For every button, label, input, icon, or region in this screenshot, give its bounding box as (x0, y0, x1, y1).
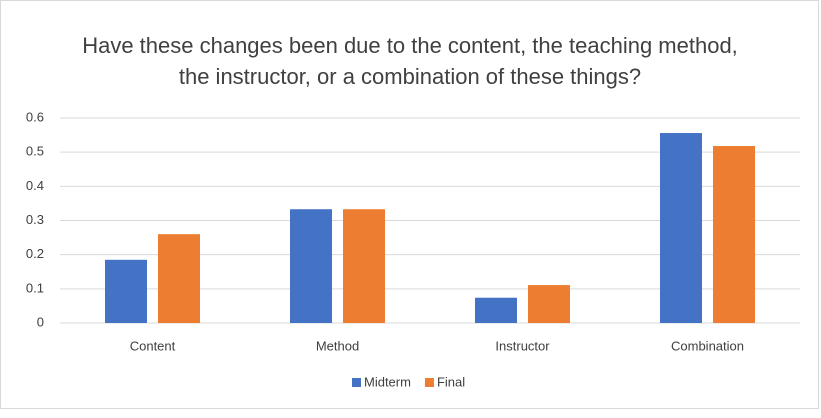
chart-title: Have these changes been due to the conte… (82, 33, 738, 89)
y-tick-label: 0 (37, 314, 44, 329)
y-tick-label: 0.3 (26, 212, 44, 227)
y-tick-label: 0.2 (26, 246, 44, 261)
bar (343, 209, 385, 323)
legend-swatch (352, 378, 361, 387)
x-tick-label: Method (316, 338, 359, 353)
bar (475, 297, 517, 323)
x-tick-label: Combination (671, 338, 744, 353)
bar (528, 285, 570, 323)
legend-label: Midterm (364, 374, 411, 389)
bar (158, 234, 200, 323)
bar (290, 209, 332, 323)
y-tick-label: 0.1 (26, 280, 44, 295)
legend-swatch (424, 378, 434, 387)
bar (713, 146, 755, 323)
y-tick-label: 0.6 (26, 109, 44, 124)
x-tick-label: Instructor (495, 338, 550, 353)
legend-label: Final (437, 374, 465, 389)
y-tick-label: 0.5 (26, 144, 44, 159)
x-tick-label: Content (130, 338, 176, 353)
bar (105, 259, 147, 323)
chart-frame (0, 0, 819, 409)
bar (660, 133, 702, 323)
y-tick-label: 0.4 (26, 178, 44, 193)
